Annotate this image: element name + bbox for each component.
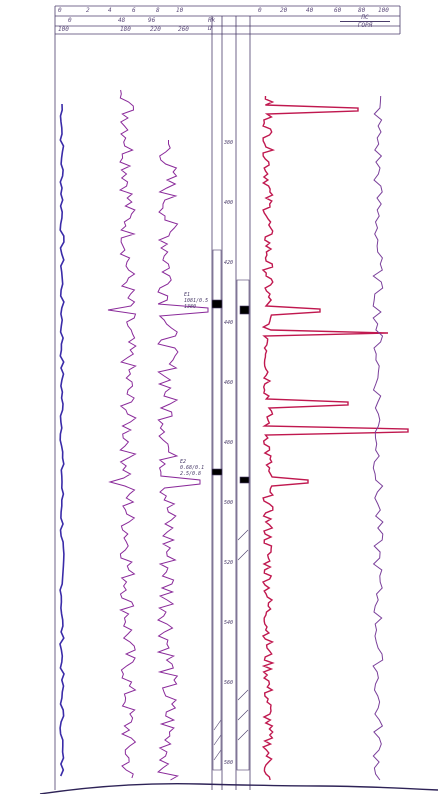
scale-label: 100	[378, 7, 389, 14]
middle-curve-b	[156, 140, 209, 781]
scale-label: 0	[68, 17, 72, 24]
left-curve	[59, 103, 65, 777]
scale-label: 260	[178, 26, 189, 33]
scale-label: 180	[120, 26, 131, 33]
scale-label: 80	[358, 7, 366, 14]
scale-label: 48	[118, 17, 126, 24]
scale-label: Rk	[208, 17, 216, 24]
scale-label: 60	[334, 7, 342, 14]
depth-label: 560	[224, 680, 234, 686]
scale-label: 2	[86, 7, 90, 14]
scale-label: 6	[132, 7, 136, 14]
scale-label: 0	[58, 7, 62, 14]
scale-label: 4	[108, 7, 112, 14]
header-resistivity-symbol: Ω	[208, 25, 212, 32]
depth-label: 580	[224, 760, 234, 766]
legend-top-label: ПС	[361, 14, 369, 21]
annotation-line: 2.5/0.8	[180, 471, 202, 477]
scale-label: 8	[156, 7, 160, 14]
scale-label: 96	[148, 17, 156, 24]
header-legend: ПС ГОРЯ	[340, 14, 390, 29]
log-curves	[59, 89, 409, 781]
header-frame	[54, 5, 401, 790]
right-curve	[372, 95, 384, 781]
middle-curve-a	[107, 89, 137, 779]
ground-line	[39, 783, 438, 795]
scale-label: 220	[150, 26, 161, 33]
scale-label: 40	[306, 7, 314, 14]
depth-label: 540	[224, 620, 234, 626]
depth-label: 480	[224, 440, 234, 446]
depth-label: 420	[224, 260, 234, 266]
depth-label: 380	[224, 140, 234, 146]
annotation-line: Е2	[180, 459, 187, 465]
legend-bottom-label: ГОРЯ	[340, 21, 390, 29]
scale-label: 10	[176, 7, 184, 14]
annotation-line: 1380	[184, 304, 197, 310]
scale-label: 0	[258, 7, 262, 14]
sp-red-curve	[261, 95, 409, 781]
scale-label: 100	[58, 26, 69, 33]
annotation-line: Е1	[184, 292, 191, 298]
depth-label: 500	[224, 500, 234, 506]
annotation-lower: Е2 0.68/0.1 2.5/0.8	[180, 459, 204, 477]
depth-label: 460	[224, 380, 234, 386]
lithology-column-icon	[211, 249, 250, 771]
annotation-line: 0.68/0.1	[180, 465, 205, 471]
depth-label: 440	[224, 320, 234, 326]
scale-label: 20	[280, 7, 288, 14]
resistivity-symbol: Ω	[208, 25, 212, 32]
annotation-upper: Е1 1081/0.5 1380	[184, 292, 208, 310]
depth-label: 520	[224, 560, 234, 566]
annotation-line: 1081/0.5	[184, 298, 209, 304]
depth-label: 400	[224, 200, 234, 206]
